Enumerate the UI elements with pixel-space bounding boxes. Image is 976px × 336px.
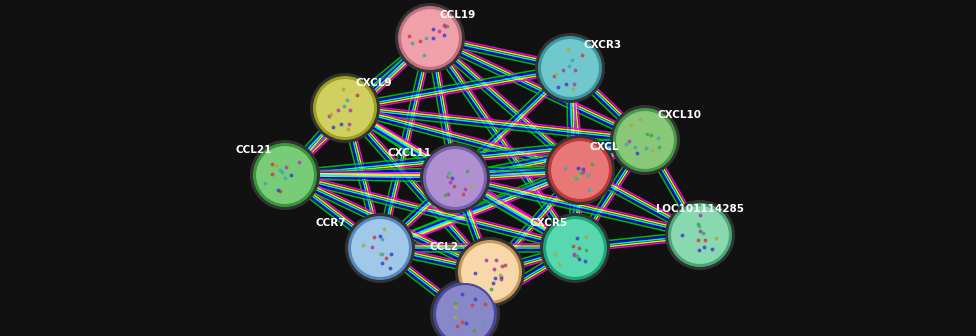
Circle shape bbox=[250, 140, 320, 210]
Circle shape bbox=[550, 140, 610, 200]
Circle shape bbox=[315, 78, 375, 138]
Circle shape bbox=[255, 145, 315, 205]
Circle shape bbox=[615, 110, 675, 170]
Circle shape bbox=[313, 76, 377, 140]
Circle shape bbox=[545, 218, 605, 278]
Circle shape bbox=[538, 36, 602, 100]
Circle shape bbox=[460, 242, 520, 302]
Circle shape bbox=[310, 73, 380, 143]
Text: CCL21: CCL21 bbox=[235, 145, 271, 155]
Circle shape bbox=[398, 6, 462, 70]
Circle shape bbox=[433, 282, 497, 336]
Circle shape bbox=[400, 8, 460, 68]
Circle shape bbox=[540, 213, 610, 283]
Text: CXCR5: CXCR5 bbox=[529, 218, 567, 228]
Circle shape bbox=[670, 205, 730, 265]
Text: CXCR3: CXCR3 bbox=[584, 40, 622, 50]
Circle shape bbox=[665, 200, 735, 270]
Circle shape bbox=[458, 240, 522, 304]
Circle shape bbox=[420, 143, 490, 213]
Circle shape bbox=[430, 279, 500, 336]
Circle shape bbox=[425, 148, 485, 208]
Circle shape bbox=[345, 213, 415, 283]
Circle shape bbox=[348, 216, 412, 280]
Circle shape bbox=[610, 105, 680, 175]
Circle shape bbox=[435, 284, 495, 336]
Text: CXCL10: CXCL10 bbox=[658, 110, 702, 120]
Text: CXCL9: CXCL9 bbox=[355, 78, 391, 88]
Circle shape bbox=[423, 146, 487, 210]
Text: CCR7: CCR7 bbox=[315, 218, 346, 228]
Text: CCL2: CCL2 bbox=[430, 242, 459, 252]
Circle shape bbox=[395, 3, 465, 73]
Text: CCL19: CCL19 bbox=[440, 10, 476, 20]
Circle shape bbox=[540, 38, 600, 98]
Text: LOC101114285: LOC101114285 bbox=[656, 204, 744, 214]
Circle shape bbox=[535, 33, 605, 103]
Circle shape bbox=[350, 218, 410, 278]
Circle shape bbox=[455, 237, 525, 307]
Circle shape bbox=[548, 138, 612, 202]
Circle shape bbox=[543, 216, 607, 280]
Text: CXCL11: CXCL11 bbox=[388, 148, 432, 158]
Circle shape bbox=[545, 135, 615, 205]
Text: CXCL: CXCL bbox=[590, 142, 620, 152]
Circle shape bbox=[253, 143, 317, 207]
Circle shape bbox=[613, 108, 677, 172]
Circle shape bbox=[668, 203, 732, 267]
